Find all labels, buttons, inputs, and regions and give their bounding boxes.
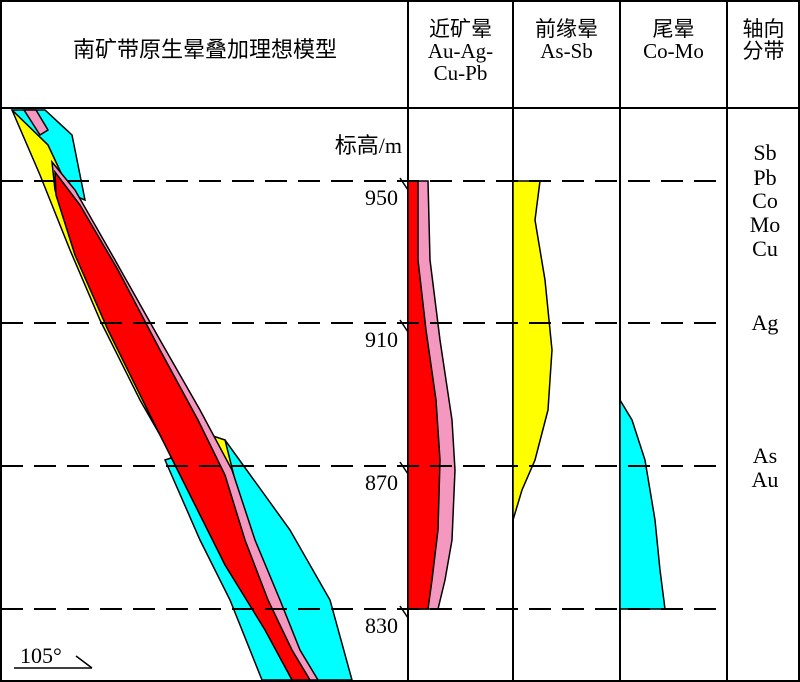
pink-halo-tip	[22, 109, 50, 137]
tick-910	[399, 319, 409, 333]
elevation-axis-label: 标高/m	[335, 133, 402, 158]
tail-halo-header-line1: 尾晕	[652, 17, 695, 41]
tick-950	[399, 177, 409, 191]
dip-slope-line	[75, 655, 93, 669]
tail-halo-header-line2: Co-Mo	[643, 39, 704, 64]
front-halo-header: 前缘晕 As-Sb	[513, 18, 620, 62]
axial-element-cu: Cu	[752, 236, 778, 261]
orebody-section	[10, 109, 353, 681]
red-orebody	[54, 169, 312, 681]
near-halo-header: 近矿晕 Au-Ag- Cu-Pb	[408, 18, 513, 84]
tail-halo-header: 尾晕 Co-Mo	[620, 18, 727, 62]
axial-zonation-list: Sb Pb Co Mo Cu Ag As Au	[750, 140, 781, 492]
axial-element-mo: Mo	[750, 212, 781, 237]
near-halo-red	[407, 180, 441, 610]
dip-angle-label: 105°	[20, 643, 62, 668]
near-halo-column	[407, 180, 456, 610]
front-halo-header-line1: 前缘晕	[535, 17, 598, 41]
front-halo-yellow	[512, 180, 553, 521]
elevation-910: 910	[365, 327, 398, 352]
elevation-830: 830	[365, 613, 398, 638]
axial-element-au: Au	[752, 467, 779, 492]
elevation-870: 870	[365, 470, 398, 495]
dip-angle-indicator: 105°	[14, 643, 93, 669]
tick-830	[399, 605, 409, 619]
near-halo-header-line1: 近矿晕	[429, 17, 492, 41]
axial-header-line2: 分带	[742, 39, 785, 64]
axial-zonation-header: 轴向 分带	[727, 18, 800, 62]
axial-header-line1: 轴向	[742, 17, 785, 41]
axial-element-as: As	[753, 443, 777, 468]
axial-element-pb: Pb	[753, 165, 776, 190]
diagram-title: 南矿带原生晕叠加理想模型	[10, 38, 400, 61]
axial-element-sb: Sb	[753, 140, 776, 165]
axial-element-ag: Ag	[752, 310, 779, 335]
axial-element-co: Co	[752, 188, 778, 213]
front-halo-header-line2: As-Sb	[540, 39, 593, 64]
near-halo-header-line3: Cu-Pb	[433, 61, 488, 86]
elevation-950: 950	[365, 185, 398, 210]
near-halo-header-line2: Au-Ag-	[427, 39, 494, 64]
diagram-title-text: 南矿带原生晕叠加理想模型	[72, 37, 337, 62]
tail-halo-cyan	[619, 397, 666, 610]
tick-870	[399, 461, 409, 475]
